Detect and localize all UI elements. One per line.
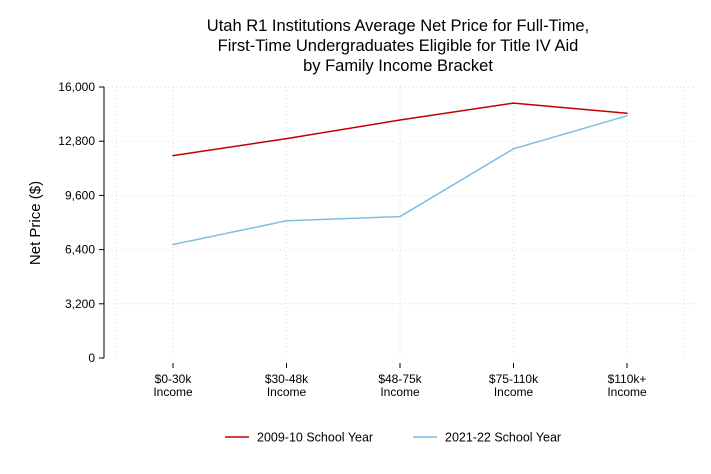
- y-tick-label: 3,200: [65, 297, 95, 311]
- data-point: [512, 102, 515, 104]
- y-axis-label: Net Price ($): [27, 181, 44, 265]
- y-tick-label: 0: [88, 351, 95, 365]
- gridlines: [104, 86, 694, 358]
- legend-label: 2009-10 School Year: [257, 431, 373, 445]
- chart-title-line-1: Utah R1 Institutions Average Net Price f…: [207, 17, 589, 35]
- series-lines: [172, 102, 628, 246]
- x-axis-ticks: $0-30kIncome$30-48kIncome$48-75kIncome$7…: [153, 363, 647, 399]
- x-tick-label: Income: [380, 385, 420, 399]
- x-tick-label: $0-30k: [155, 372, 193, 386]
- legend: 2009-10 School Year 2021-22 School Year: [225, 431, 561, 445]
- data-point: [626, 112, 628, 115]
- x-tick-label: Income: [607, 385, 647, 399]
- x-tick-label: Income: [153, 385, 193, 399]
- x-tick-label: $110k+: [608, 372, 647, 386]
- y-tick-label: 6,400: [65, 243, 95, 257]
- y-tick-label: 16,000: [58, 80, 95, 94]
- data-point: [399, 215, 401, 218]
- data-point: [172, 154, 174, 157]
- data-point: [285, 137, 288, 140]
- data-point: [626, 114, 628, 117]
- x-tick-label: Income: [494, 385, 534, 399]
- data-point: [399, 119, 401, 121]
- x-tick-label: $30-48k: [265, 372, 309, 386]
- legend-label: 2021-22 School Year: [445, 431, 561, 445]
- y-tick-label: 9,600: [65, 188, 95, 202]
- x-tick-label: $48-75k: [378, 372, 422, 386]
- chart-title: Utah R1 Institutions Average Net Price f…: [207, 17, 589, 75]
- chart-title-line-3: by Family Income Bracket: [303, 57, 493, 75]
- x-tick-label: $75-110k: [489, 372, 539, 386]
- chart-title-line-2: First-Time Undergraduates Eligible for T…: [218, 37, 579, 55]
- y-tick-label: 12,800: [58, 134, 95, 148]
- data-point: [172, 243, 174, 246]
- y-axis-ticks: 0 3,200 6,400 9,600 12,800 16,000: [58, 80, 104, 365]
- data-point: [285, 220, 288, 222]
- x-tick-label: Income: [267, 385, 307, 399]
- data-point: [512, 148, 515, 150]
